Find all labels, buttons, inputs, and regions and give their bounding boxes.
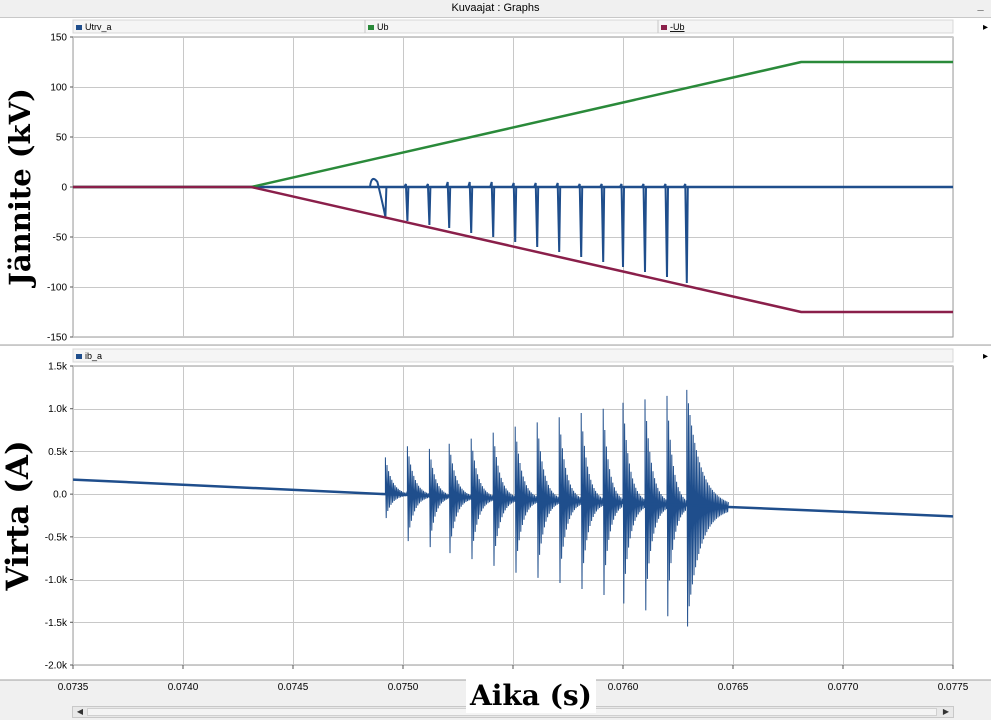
utrv-spike bbox=[682, 183, 689, 284]
utrv-spike bbox=[511, 182, 518, 243]
y-tick-label: -150 bbox=[47, 333, 67, 344]
y-tick-label: -2.0k bbox=[45, 661, 68, 672]
legend-item-iba: ib_a bbox=[76, 351, 102, 361]
legend-item-ub: -Ub bbox=[657, 20, 685, 33]
y-tick-label: 150 bbox=[50, 33, 67, 44]
legend-swatch bbox=[76, 25, 82, 30]
y-tick-label: 50 bbox=[56, 133, 68, 144]
plot-area bbox=[73, 60, 953, 314]
y-axis-title: Jännite (kV) bbox=[3, 88, 37, 289]
y-axis-title-bg bbox=[1, 426, 38, 605]
y-tick-label: -1.5k bbox=[45, 618, 68, 629]
y-tick-label: -50 bbox=[53, 233, 68, 244]
legend-item-ub: Ub bbox=[364, 20, 389, 33]
window-title: Kuvaajat : Graphs bbox=[451, 2, 540, 14]
panel-1: Utrv_a Ub -Ub ▸ 150 100 50 0 -50 -100 -150 Jännite … bbox=[0, 18, 991, 346]
legend-item-utrva: Utrv_a bbox=[76, 22, 112, 32]
legend-label: ib_a bbox=[85, 351, 102, 361]
grid bbox=[73, 366, 954, 666]
x-tick-label: 0.0750 bbox=[388, 682, 419, 693]
x-tick-label: 0.0740 bbox=[168, 682, 199, 693]
series-line-iba bbox=[73, 478, 953, 518]
x-tick-label: 0.0735 bbox=[58, 682, 89, 693]
legend-label: Utrv_a bbox=[85, 22, 112, 32]
x-tick-label: 0.0760 bbox=[608, 682, 639, 693]
y-tick-label: -100 bbox=[47, 283, 67, 294]
utrv-spike bbox=[663, 183, 669, 278]
scroll-left-arrow-icon[interactable]: ◀ bbox=[76, 707, 84, 716]
y-tick-label: 0.5k bbox=[48, 447, 68, 458]
utrv-spike bbox=[467, 181, 474, 234]
y-tick-label: -1.0k bbox=[45, 575, 68, 586]
y-tick-label: -0.5k bbox=[45, 532, 68, 543]
y-tick-label: 0 bbox=[61, 183, 67, 194]
utrv-spike bbox=[369, 177, 388, 218]
panel-2: ib_a ▸ 1.5k 1.0k 0.5k 0.0 -0.5k -1.0k -1.5k -2.0k… bbox=[0, 346, 991, 693]
panel-expand-arrow-icon: ▸ bbox=[983, 22, 988, 33]
panel-expand-arrow-icon: ▸ bbox=[983, 351, 988, 362]
legend-label: Ub bbox=[377, 22, 389, 32]
y-axis-title: Virta (A) bbox=[0, 440, 36, 591]
y-axis-title-bg bbox=[5, 76, 40, 298]
x-tick-label: 0.0745 bbox=[278, 682, 309, 693]
x-tick-label: 0.0775 bbox=[938, 682, 969, 693]
y-tick-label: 1.5k bbox=[48, 362, 68, 373]
plot-area bbox=[73, 389, 953, 627]
legend-label: -Ub bbox=[670, 22, 685, 32]
utrv-spike bbox=[403, 183, 410, 222]
window-titlebar: Kuvaajat : Graphs _ bbox=[0, 0, 991, 18]
utrv-spike bbox=[425, 183, 432, 226]
legend-swatch bbox=[661, 25, 667, 30]
y-tick-label: 0.0 bbox=[53, 490, 67, 501]
utrv-spike bbox=[577, 183, 584, 258]
legend-bar bbox=[72, 19, 954, 34]
y-tick-label: 1.0k bbox=[48, 404, 68, 415]
series-line-ub bbox=[73, 185, 953, 314]
y-tick-label: 100 bbox=[50, 83, 67, 94]
utrv-spike bbox=[489, 181, 496, 238]
utrv-spike bbox=[619, 183, 625, 268]
utrv-spike bbox=[641, 183, 647, 273]
scroll-right-arrow-icon[interactable]: ▶ bbox=[942, 707, 950, 716]
legend-bar bbox=[72, 348, 954, 363]
legend-swatch bbox=[368, 25, 374, 30]
x-tick-label: 0.0765 bbox=[718, 682, 749, 693]
minimize-button[interactable]: _ bbox=[977, 0, 984, 12]
utrv-spike bbox=[533, 182, 540, 248]
x-axis-title: Aika (s) bbox=[466, 679, 596, 713]
utrv-spike bbox=[445, 181, 452, 229]
utrv-spike bbox=[555, 182, 562, 253]
utrv-spike bbox=[599, 183, 606, 263]
legend-swatch bbox=[76, 354, 82, 359]
x-tick-label: 0.0770 bbox=[828, 682, 859, 693]
